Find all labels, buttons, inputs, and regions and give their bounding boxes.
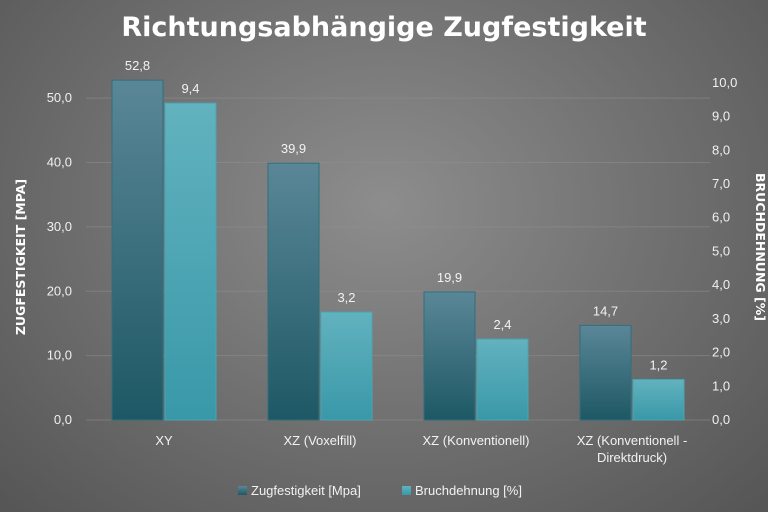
legend-label: Bruchdehnung [%] (415, 483, 522, 498)
y-tick-label: 40,0 (47, 155, 72, 170)
data-label: 19,9 (437, 270, 462, 285)
legend-label: Zugfestigkeit [Mpa] (251, 483, 361, 498)
data-label: 39,9 (281, 141, 306, 156)
category-label: Direktdruck) (597, 450, 667, 465)
category-label: XZ (Voxelfill) (284, 433, 357, 448)
y-tick-label: 10,0 (47, 348, 72, 363)
category-labels: XY XZ (Voxelfill) XZ (Konventionell) XZ (Ko… (155, 433, 687, 465)
y2-tick-label: 0,0 (712, 412, 730, 427)
data-label: 2,4 (493, 317, 511, 332)
y2-tick-label: 10,0 (712, 75, 737, 90)
bar-zugfestigkeit (423, 291, 476, 421)
bar-bruchdehnung (632, 379, 685, 421)
data-labels: 52,8 9,4 39,9 3,2 19,9 2,4 14,7 1,2 (125, 58, 668, 372)
data-label: 1,2 (649, 358, 667, 373)
bars (111, 79, 685, 421)
y2-tick-label: 1,0 (712, 378, 730, 393)
y2-tick-label: 5,0 (712, 243, 730, 258)
chart-title: Richtungsabhängige Zugfestigkeit (121, 12, 646, 43)
y2-tick-label: 2,0 (712, 345, 730, 360)
bar-bruchdehnung (164, 102, 217, 421)
right-axis-ticks: 0,0 1,0 2,0 3,0 4,0 5,0 6,0 7,0 8,0 9,0 10,0 (712, 75, 737, 427)
y2-tick-label: 7,0 (712, 176, 730, 191)
left-axis-ticks: 0,0 10,0 20,0 30,0 40,0 50,0 (47, 90, 72, 427)
category-label: XY (155, 433, 173, 448)
data-label: 14,7 (593, 303, 618, 318)
y2-tick-label: 8,0 (712, 142, 730, 157)
y2-tick-label: 3,0 (712, 311, 730, 326)
right-axis-title: BRUCHDEHNUNG [%] (753, 173, 768, 321)
data-label: 3,2 (337, 290, 355, 305)
y-tick-label: 30,0 (47, 219, 72, 234)
bar-zugfestigkeit (267, 162, 320, 421)
legend: Zugfestigkeit [Mpa] Bruchdehnung [%] (238, 483, 522, 498)
y-tick-label: 0,0 (54, 412, 72, 427)
data-label: 9,4 (181, 81, 199, 96)
category-label: XZ (Konventionell) (423, 433, 530, 448)
category-label: XZ (Konventionell - (577, 433, 688, 448)
legend-swatch (238, 486, 247, 495)
left-axis-title: ZUGFESTIGKEIT [MPA] (13, 179, 28, 335)
bar-zugfestigkeit (579, 324, 632, 421)
bar-zugfestigkeit (111, 79, 164, 421)
y2-tick-label: 4,0 (712, 277, 730, 292)
legend-swatch (402, 486, 411, 495)
y-tick-label: 20,0 (47, 283, 72, 298)
y-tick-label: 50,0 (47, 90, 72, 105)
y2-tick-label: 9,0 (712, 109, 730, 124)
bar-bruchdehnung (476, 338, 529, 421)
bar-bruchdehnung (320, 311, 373, 421)
data-label: 52,8 (125, 58, 150, 73)
y2-tick-label: 6,0 (712, 210, 730, 225)
